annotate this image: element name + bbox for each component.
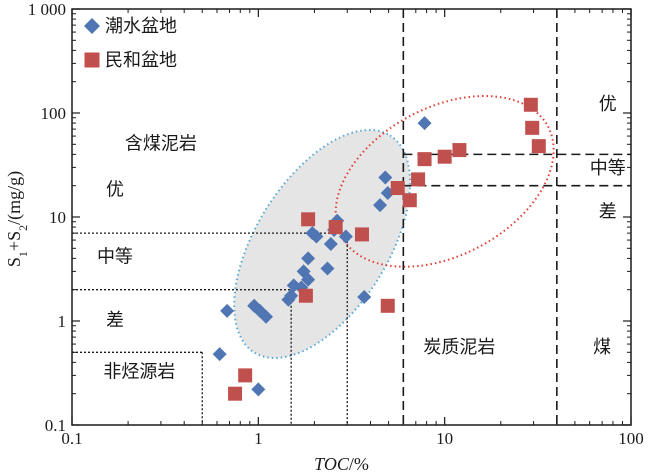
region-label-coal: 煤 [593, 337, 611, 358]
legend-marker-minhe [84, 52, 100, 68]
data-point-chaoshui [212, 347, 227, 362]
y-tick-label: 0.1 [45, 416, 66, 435]
data-point-minhe [238, 368, 253, 383]
data-point-minhe [328, 220, 343, 235]
data-point-minhe [452, 143, 467, 158]
region-label-medium: 中等 [97, 246, 133, 267]
data-point-minhe [437, 149, 452, 164]
region-label-good: 优 [106, 179, 124, 200]
x-tick-label: 1 [254, 429, 263, 448]
data-point-chaoshui [373, 198, 388, 213]
region-label-coaly-mudstone: 含煤泥岩 [125, 133, 197, 154]
x-axis-title: TOC/% [314, 454, 369, 474]
data-point-minhe [523, 97, 538, 112]
data-point-chaoshui [259, 309, 274, 324]
x-tick-label: 10 [436, 429, 453, 448]
ellipse-chaoshui-basin [233, 128, 412, 360]
region-label-coal-medium: 中等 [590, 158, 626, 179]
data-point-minhe [525, 120, 540, 135]
data-point-chaoshui [378, 170, 393, 185]
y-tick-label: 100 [41, 104, 67, 123]
region-label-non-source-rock: 非烃源岩 [103, 361, 175, 382]
data-point-chaoshui [357, 290, 372, 305]
data-point-chaoshui [220, 303, 235, 318]
data-point-chaoshui [284, 288, 299, 303]
y-axis-title: S1+S2/(mg/g) [4, 171, 30, 267]
legend-label-minhe: 民和盆地 [105, 50, 177, 71]
x-tick-label: 100 [618, 429, 644, 448]
data-point-chaoshui [417, 116, 432, 131]
data-point-chaoshui [301, 251, 316, 266]
data-point-minhe [417, 152, 432, 167]
legend-label-chaoshui: 潮水盆地 [105, 16, 177, 37]
region-label-poor: 差 [106, 310, 124, 331]
data-point-chaoshui [301, 272, 316, 287]
data-point-minhe [228, 386, 243, 401]
region-label-coal-poor: 差 [599, 202, 617, 223]
data-point-minhe [531, 139, 546, 154]
data-point-minhe [354, 227, 369, 242]
region-label-coal-good: 优 [599, 94, 617, 115]
axes: 0.1 1 10 100 0.1 1 10 100 1 000 TOC/% S1+S2/(mg/g) [4, 0, 644, 474]
classification-boundaries [72, 9, 631, 425]
y-tick-label: 1 000 [28, 0, 66, 19]
data-point-minhe [390, 181, 405, 196]
region-label-carbonaceous-mudstone: 炭质泥岩 [423, 337, 495, 358]
data-points [212, 97, 546, 401]
data-point-minhe [301, 212, 316, 227]
data-point-minhe [298, 288, 313, 303]
legend-marker-chaoshui [84, 18, 100, 34]
data-point-chaoshui [320, 261, 335, 276]
y-tick-label: 10 [49, 208, 66, 227]
data-point-chaoshui [251, 382, 266, 397]
data-point-chaoshui [323, 237, 338, 252]
data-point-minhe [411, 172, 426, 187]
y-tick-label: 1 [58, 312, 67, 331]
data-point-minhe [402, 193, 417, 208]
data-point-chaoshui [309, 229, 324, 244]
data-point-minhe [380, 298, 395, 313]
x-tick-label: 0.1 [61, 429, 82, 448]
